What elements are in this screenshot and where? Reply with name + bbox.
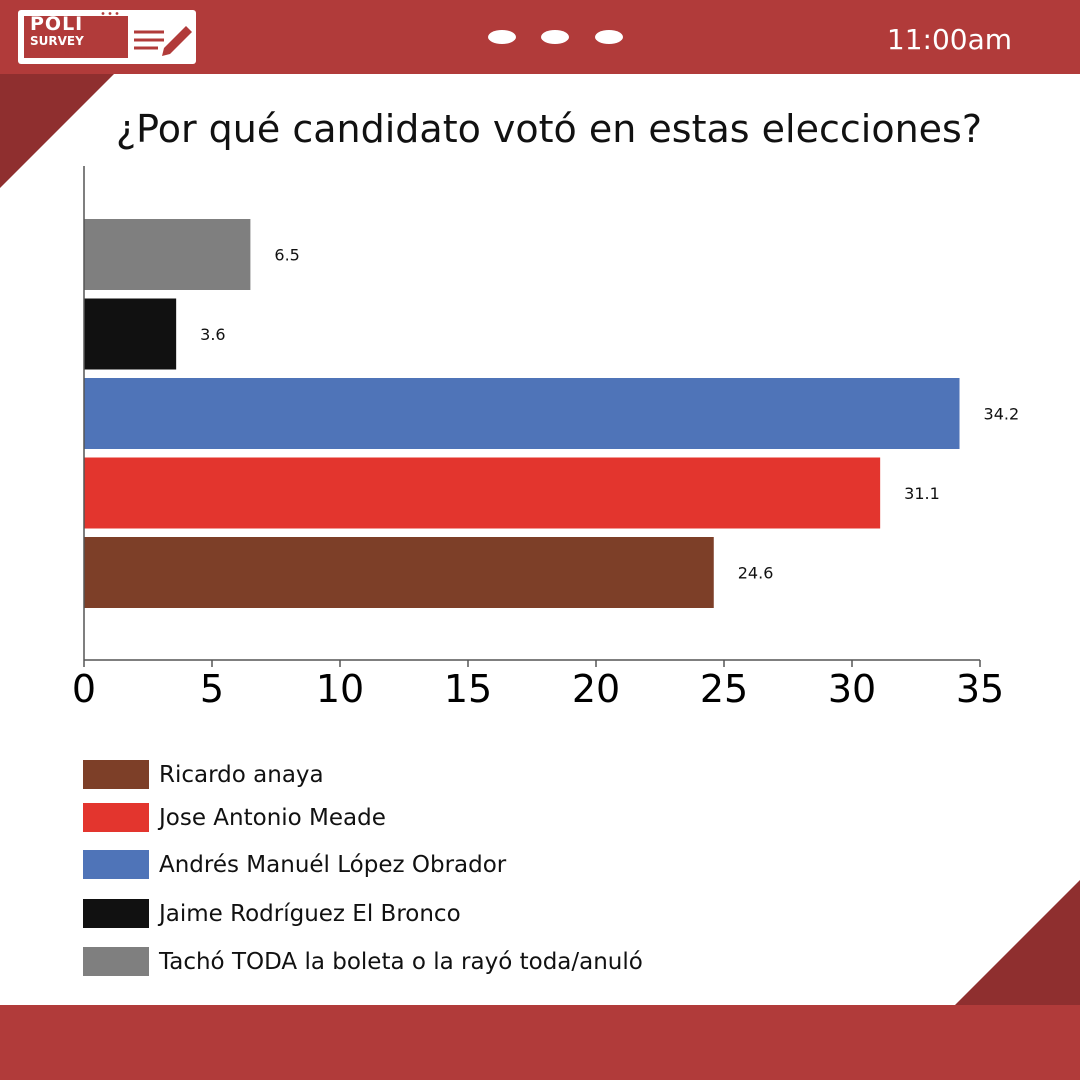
legend-swatch (83, 803, 149, 832)
legend-label: Jose Antonio Meade (159, 805, 386, 831)
x-tick-label: 0 (72, 667, 96, 711)
x-tick-label: 5 (200, 667, 224, 711)
bar-value-label: 3.6 (200, 325, 225, 344)
legend-swatch (83, 899, 149, 928)
legend-label: Jaime Rodríguez El Bronco (159, 901, 461, 927)
logo-text-survey: SURVEY (30, 34, 84, 48)
bar-value-label: 31.1 (904, 484, 940, 503)
logo-badge (24, 16, 128, 58)
legend-swatch (83, 947, 149, 976)
logo-text-poli: POLI (30, 13, 84, 35)
x-tick-label: 20 (572, 667, 620, 711)
dot-icon (488, 30, 516, 44)
legend-label: Tachó TODA la boleta o la rayó toda/anul… (159, 949, 643, 975)
bar-chart: 6.5 3.6 34.2 31.1 24.6 0 5 10 15 20 25 30 35 (72, 166, 1020, 711)
poli-survey-logo: POLI SURVEY RAW&FRESH (18, 10, 196, 64)
x-tick-label: 10 (316, 667, 364, 711)
x-tick-label: 25 (700, 667, 748, 711)
legend-item-el-bronco: Jaime Rodríguez El Bronco (83, 897, 783, 928)
bar (84, 457, 881, 529)
bar-value-label: 6.5 (274, 246, 299, 265)
dot-icon (595, 30, 623, 44)
legend-item-jose-antonio-meade: Jose Antonio Meade (83, 801, 783, 832)
legend-item-amlo: Andrés Manuél López Obrador (83, 848, 783, 879)
logo-dots-icon (101, 12, 119, 15)
bar-value-label: 24.6 (738, 564, 774, 583)
legend-label: Ricardo anaya (159, 762, 324, 788)
clock-time: 11:00am (886, 23, 1012, 56)
bar (84, 378, 960, 449)
bar (84, 537, 714, 608)
pen-icon (134, 26, 192, 56)
legend-swatch (83, 850, 149, 879)
legend-label: Andrés Manuél López Obrador (159, 852, 507, 878)
legend-item-ricardo-anaya: Ricardo anaya (83, 758, 783, 789)
chart-title: ¿Por qué candidato votó en estas eleccio… (116, 107, 983, 151)
logo-text-tagline: RAW&FRESH (30, 48, 88, 57)
corner-triangle-top-left (0, 74, 114, 188)
bar (84, 219, 251, 290)
legend-swatch (83, 760, 149, 789)
bar-value-label: 34.2 (984, 405, 1020, 424)
corner-triangle-bottom-right (955, 880, 1080, 1005)
x-tick-label: 15 (444, 667, 492, 711)
bar (84, 298, 177, 370)
legend-item-anulo: Tachó TODA la boleta o la rayó toda/anul… (83, 945, 783, 976)
bottom-bar (0, 1005, 1080, 1080)
dot-icon (541, 30, 569, 44)
x-tick-label: 30 (828, 667, 876, 711)
x-tick-label: 35 (956, 667, 1004, 711)
